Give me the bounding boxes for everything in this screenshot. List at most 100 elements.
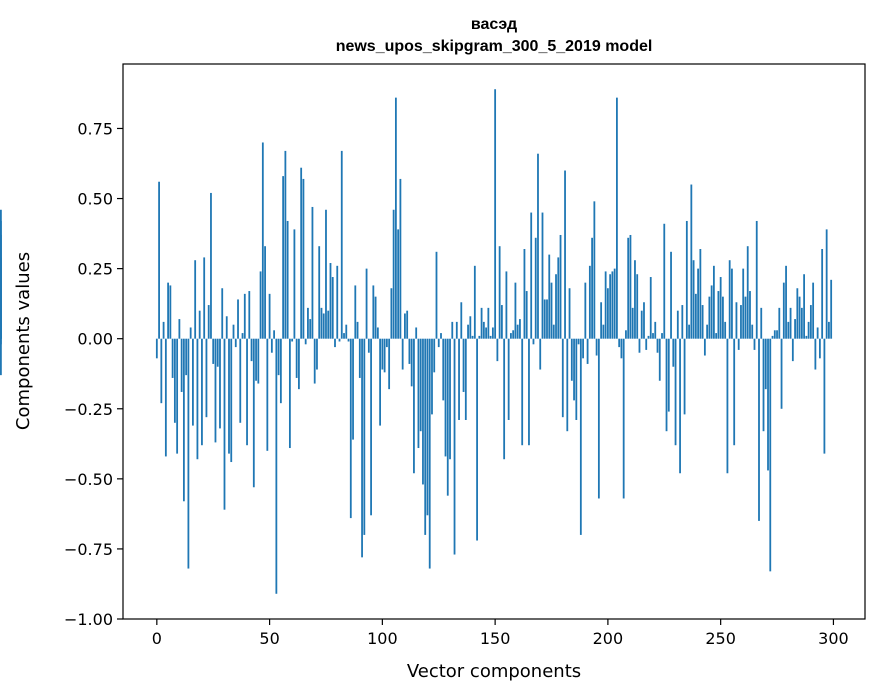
bar xyxy=(309,319,312,339)
bar xyxy=(433,338,436,373)
bar xyxy=(789,307,792,339)
bar xyxy=(437,338,440,348)
bar xyxy=(722,296,724,339)
bar xyxy=(494,89,497,339)
bar xyxy=(189,327,192,339)
bar xyxy=(221,288,224,339)
bar xyxy=(764,338,767,390)
x-tick-label: 100 xyxy=(367,629,398,648)
bar xyxy=(282,176,285,339)
bar xyxy=(710,285,713,339)
bar xyxy=(234,338,237,348)
bar xyxy=(616,97,618,339)
bar xyxy=(482,321,485,339)
bar xyxy=(167,282,169,339)
bar xyxy=(825,229,828,339)
bar xyxy=(703,338,706,356)
bar xyxy=(625,330,627,339)
bar xyxy=(620,338,623,359)
bar xyxy=(0,234,2,339)
bar xyxy=(277,338,280,376)
bar xyxy=(767,338,769,471)
bar xyxy=(654,321,657,339)
bar xyxy=(275,338,278,594)
bar xyxy=(444,338,447,457)
bar xyxy=(284,150,287,339)
bar xyxy=(753,338,756,350)
bar xyxy=(771,335,774,339)
bar xyxy=(325,209,327,339)
bar xyxy=(458,338,460,420)
bar xyxy=(331,277,334,339)
bar xyxy=(751,324,754,339)
bar xyxy=(507,338,510,420)
bar xyxy=(782,282,785,339)
bar xyxy=(530,212,533,339)
bar xyxy=(749,291,751,339)
bar xyxy=(304,338,307,345)
bar xyxy=(216,338,219,367)
bar xyxy=(579,338,582,535)
bar xyxy=(570,338,573,381)
bar xyxy=(555,274,557,339)
bars-group xyxy=(0,89,833,594)
bar xyxy=(491,327,494,339)
bar xyxy=(469,316,472,339)
bar xyxy=(449,338,451,460)
bar xyxy=(471,335,474,339)
bar xyxy=(261,142,264,339)
bar xyxy=(627,237,630,339)
bar xyxy=(162,321,165,339)
bar xyxy=(356,321,359,339)
bar xyxy=(176,338,179,454)
bar xyxy=(706,324,709,339)
bar xyxy=(173,338,176,423)
bar xyxy=(419,338,422,432)
bar xyxy=(288,338,291,449)
bar xyxy=(798,296,801,339)
bar xyxy=(636,274,639,339)
bar xyxy=(480,307,483,339)
bar xyxy=(279,338,282,404)
bar xyxy=(694,293,697,339)
bar xyxy=(426,338,429,516)
bar xyxy=(584,282,587,339)
bar xyxy=(733,338,736,446)
bar xyxy=(778,307,781,339)
bar xyxy=(760,307,763,339)
bar xyxy=(476,338,478,541)
y-tick-label: −0.25 xyxy=(64,400,113,419)
bar xyxy=(672,338,675,367)
bar xyxy=(814,338,817,370)
bar xyxy=(239,338,242,423)
bar xyxy=(634,260,636,339)
bar xyxy=(397,229,400,339)
bar xyxy=(464,338,467,420)
bar xyxy=(663,223,666,339)
bar xyxy=(365,268,368,339)
bar xyxy=(431,338,433,415)
bar xyxy=(338,338,341,342)
bar xyxy=(259,271,262,339)
bar xyxy=(320,307,323,339)
bar xyxy=(597,338,600,499)
bar xyxy=(327,310,330,339)
bar xyxy=(737,338,740,350)
bar xyxy=(582,338,584,359)
bar xyxy=(692,260,695,339)
bar xyxy=(424,338,427,535)
x-axis-ticks: 0 50 100 150 200 250 300 xyxy=(152,619,849,648)
bar xyxy=(406,310,409,339)
bar xyxy=(667,338,670,412)
bar xyxy=(446,338,449,496)
bar xyxy=(794,319,796,339)
bar xyxy=(809,305,812,339)
bar xyxy=(500,305,503,339)
bar xyxy=(661,333,663,339)
bar xyxy=(803,274,805,339)
bar xyxy=(708,296,711,339)
bar xyxy=(534,237,537,339)
bar xyxy=(525,291,528,339)
bar xyxy=(521,338,524,446)
